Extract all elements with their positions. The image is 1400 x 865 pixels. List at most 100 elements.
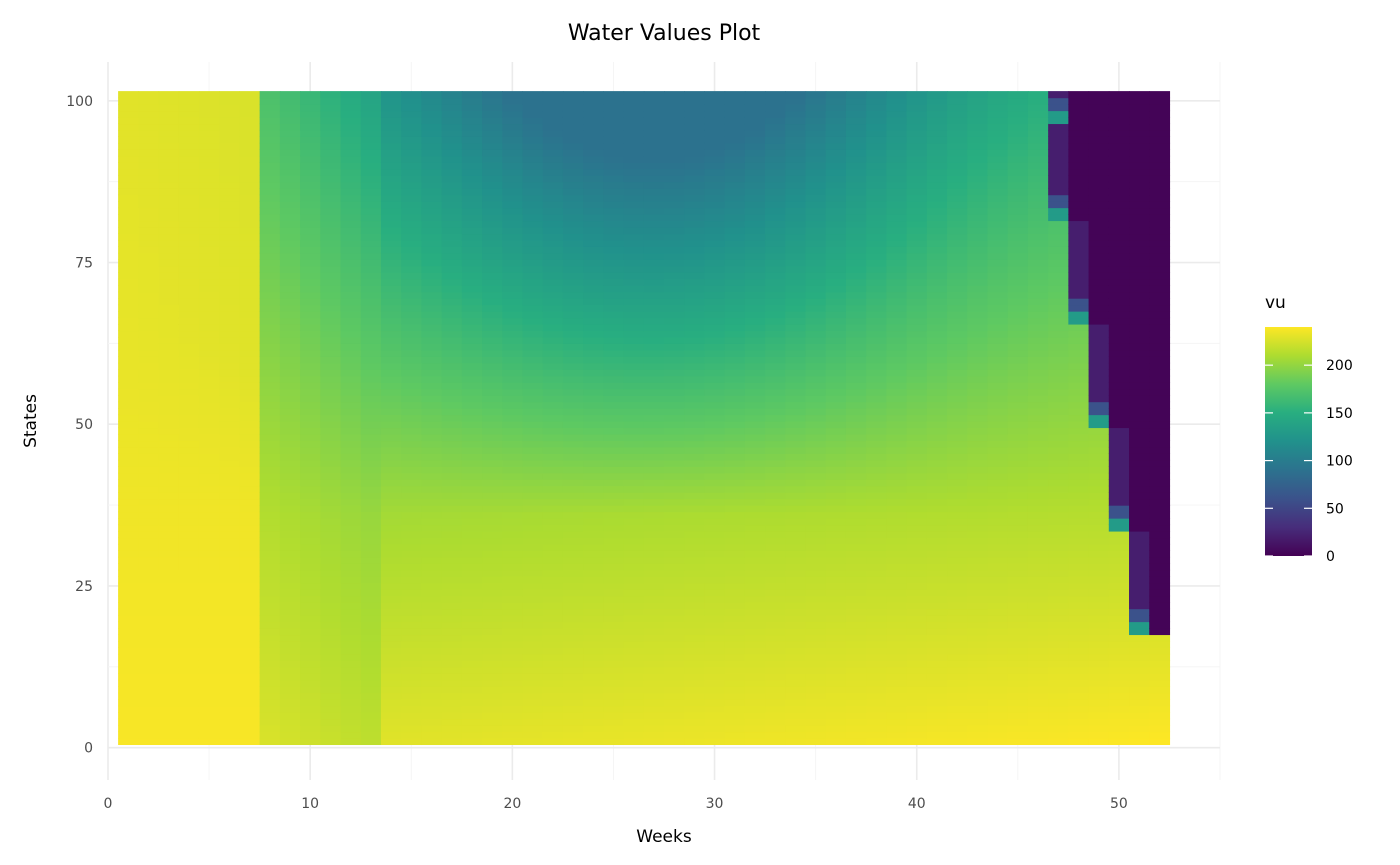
heatmap-cell bbox=[482, 395, 503, 403]
heatmap-cell bbox=[1027, 679, 1049, 687]
heatmap-cell bbox=[300, 660, 321, 668]
heatmap-cell bbox=[300, 395, 321, 403]
heatmap-cell bbox=[886, 569, 908, 577]
heatmap-cell bbox=[259, 149, 281, 157]
heatmap-cell bbox=[724, 317, 746, 325]
heatmap-cell bbox=[603, 511, 625, 519]
heatmap-cell bbox=[320, 679, 342, 687]
heatmap-cell bbox=[866, 660, 887, 668]
heatmap-cell bbox=[562, 498, 584, 506]
heatmap-cell bbox=[1048, 589, 1069, 597]
heatmap-cell bbox=[886, 323, 908, 332]
heatmap-cell bbox=[482, 311, 503, 319]
heatmap-cell bbox=[1068, 427, 1090, 435]
heatmap-cell bbox=[219, 285, 241, 293]
heatmap-cell bbox=[279, 589, 301, 597]
heatmap-cell bbox=[441, 440, 463, 448]
heatmap-cell bbox=[401, 518, 422, 526]
heatmap-cell bbox=[360, 679, 382, 687]
heatmap-cell bbox=[684, 259, 706, 267]
heatmap-cell bbox=[947, 369, 968, 377]
heatmap-cell bbox=[805, 459, 827, 467]
heatmap-cell bbox=[765, 537, 786, 545]
heatmap-cell bbox=[967, 388, 989, 396]
heatmap-cell bbox=[562, 201, 584, 209]
heatmap-cell bbox=[906, 129, 928, 137]
heatmap-cell bbox=[178, 608, 200, 616]
heatmap-cell bbox=[401, 718, 422, 726]
heatmap-cell bbox=[401, 608, 422, 616]
heatmap-cell bbox=[118, 239, 139, 247]
heatmap-cell bbox=[360, 349, 382, 357]
heatmap-cell bbox=[947, 582, 968, 590]
heatmap-cell bbox=[866, 265, 887, 273]
heatmap-cell bbox=[926, 265, 948, 273]
heatmap-cell bbox=[542, 311, 564, 319]
heatmap-cell bbox=[664, 129, 685, 137]
heatmap-cell bbox=[805, 252, 827, 260]
heatmap-cell bbox=[380, 731, 402, 739]
heatmap-cell bbox=[1007, 304, 1029, 312]
heatmap-cell bbox=[158, 550, 180, 558]
heatmap-cell bbox=[926, 666, 948, 674]
heatmap-cell bbox=[866, 408, 887, 416]
heatmap-cell bbox=[360, 388, 382, 396]
heatmap-cell bbox=[825, 375, 847, 383]
heatmap-cell bbox=[360, 123, 382, 131]
heatmap-cell bbox=[704, 421, 726, 429]
heatmap-cell bbox=[1088, 627, 1110, 636]
heatmap-cell bbox=[623, 298, 645, 306]
heatmap-cell bbox=[987, 323, 1009, 332]
heatmap-cell bbox=[603, 181, 625, 189]
heatmap-cell bbox=[279, 330, 301, 338]
heatmap-cell bbox=[866, 692, 887, 700]
heatmap-cell bbox=[744, 731, 766, 739]
heatmap-cell bbox=[886, 737, 908, 746]
heatmap-cell bbox=[441, 647, 463, 655]
heatmap-cell bbox=[967, 259, 989, 267]
heatmap-cell bbox=[765, 524, 786, 532]
heatmap-cell bbox=[239, 194, 261, 202]
heatmap-cell bbox=[765, 110, 786, 118]
heatmap-cell bbox=[461, 194, 483, 202]
heatmap-cell bbox=[542, 492, 564, 500]
heatmap-cell bbox=[866, 524, 887, 532]
heatmap-cell bbox=[360, 104, 382, 112]
heatmap-cell bbox=[259, 323, 281, 332]
heatmap-cell bbox=[1048, 272, 1069, 280]
heatmap-cell bbox=[421, 472, 443, 480]
heatmap-cell bbox=[603, 453, 625, 461]
heatmap-cell bbox=[1068, 116, 1090, 125]
heatmap-cell bbox=[320, 550, 342, 558]
heatmap-cell bbox=[421, 634, 443, 642]
heatmap-cell bbox=[401, 569, 422, 577]
heatmap-cell bbox=[340, 362, 362, 370]
heatmap-cell bbox=[259, 712, 281, 720]
heatmap-cell bbox=[158, 110, 180, 118]
heatmap-cell bbox=[724, 375, 746, 383]
heatmap-cell bbox=[1007, 511, 1029, 519]
heatmap-cell bbox=[704, 278, 726, 286]
heatmap-cell bbox=[219, 589, 241, 597]
heatmap-cell bbox=[947, 239, 968, 247]
heatmap-cell bbox=[522, 91, 544, 99]
heatmap-cell bbox=[300, 175, 321, 183]
heatmap-cell bbox=[1007, 330, 1029, 338]
heatmap-cell bbox=[906, 647, 928, 655]
heatmap-cell bbox=[866, 518, 887, 526]
heatmap-cell bbox=[906, 498, 928, 506]
heatmap-cell bbox=[643, 375, 665, 383]
heatmap-cell bbox=[886, 142, 908, 150]
heatmap-cell bbox=[845, 136, 867, 144]
heatmap-cell bbox=[603, 168, 625, 176]
heatmap-cell bbox=[219, 705, 241, 713]
heatmap-cell bbox=[219, 356, 241, 364]
heatmap-cell bbox=[259, 317, 281, 325]
heatmap-cell bbox=[239, 627, 261, 636]
heatmap-cell bbox=[603, 466, 625, 474]
heatmap-cell bbox=[785, 123, 807, 131]
heatmap-cell bbox=[360, 479, 382, 487]
heatmap-cell bbox=[562, 369, 584, 377]
heatmap-cell bbox=[300, 666, 321, 674]
heatmap-cell bbox=[684, 627, 706, 636]
